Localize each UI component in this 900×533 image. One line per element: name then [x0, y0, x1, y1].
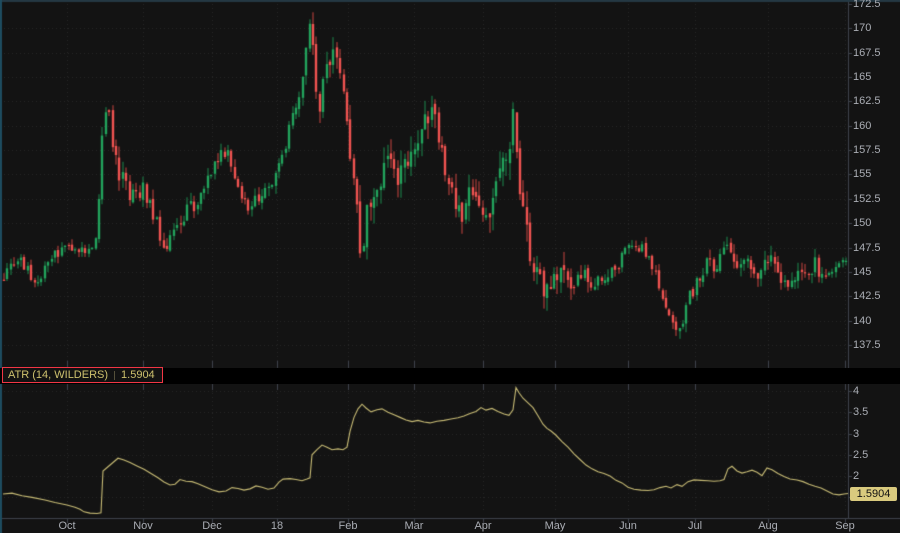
- price-scale[interactable]: [849, 0, 900, 518]
- time-scale[interactable]: [0, 518, 900, 533]
- indicator-legend[interactable]: ATR (14, WILDERS) 1.5904: [2, 367, 163, 383]
- atr-value-badge: 1.5904: [850, 487, 897, 501]
- legend-divider-icon: [114, 370, 116, 380]
- indicator-name: ATR (14, WILDERS): [8, 369, 109, 381]
- indicator-value: 1.5904: [121, 369, 155, 381]
- pane-separator[interactable]: [0, 368, 900, 384]
